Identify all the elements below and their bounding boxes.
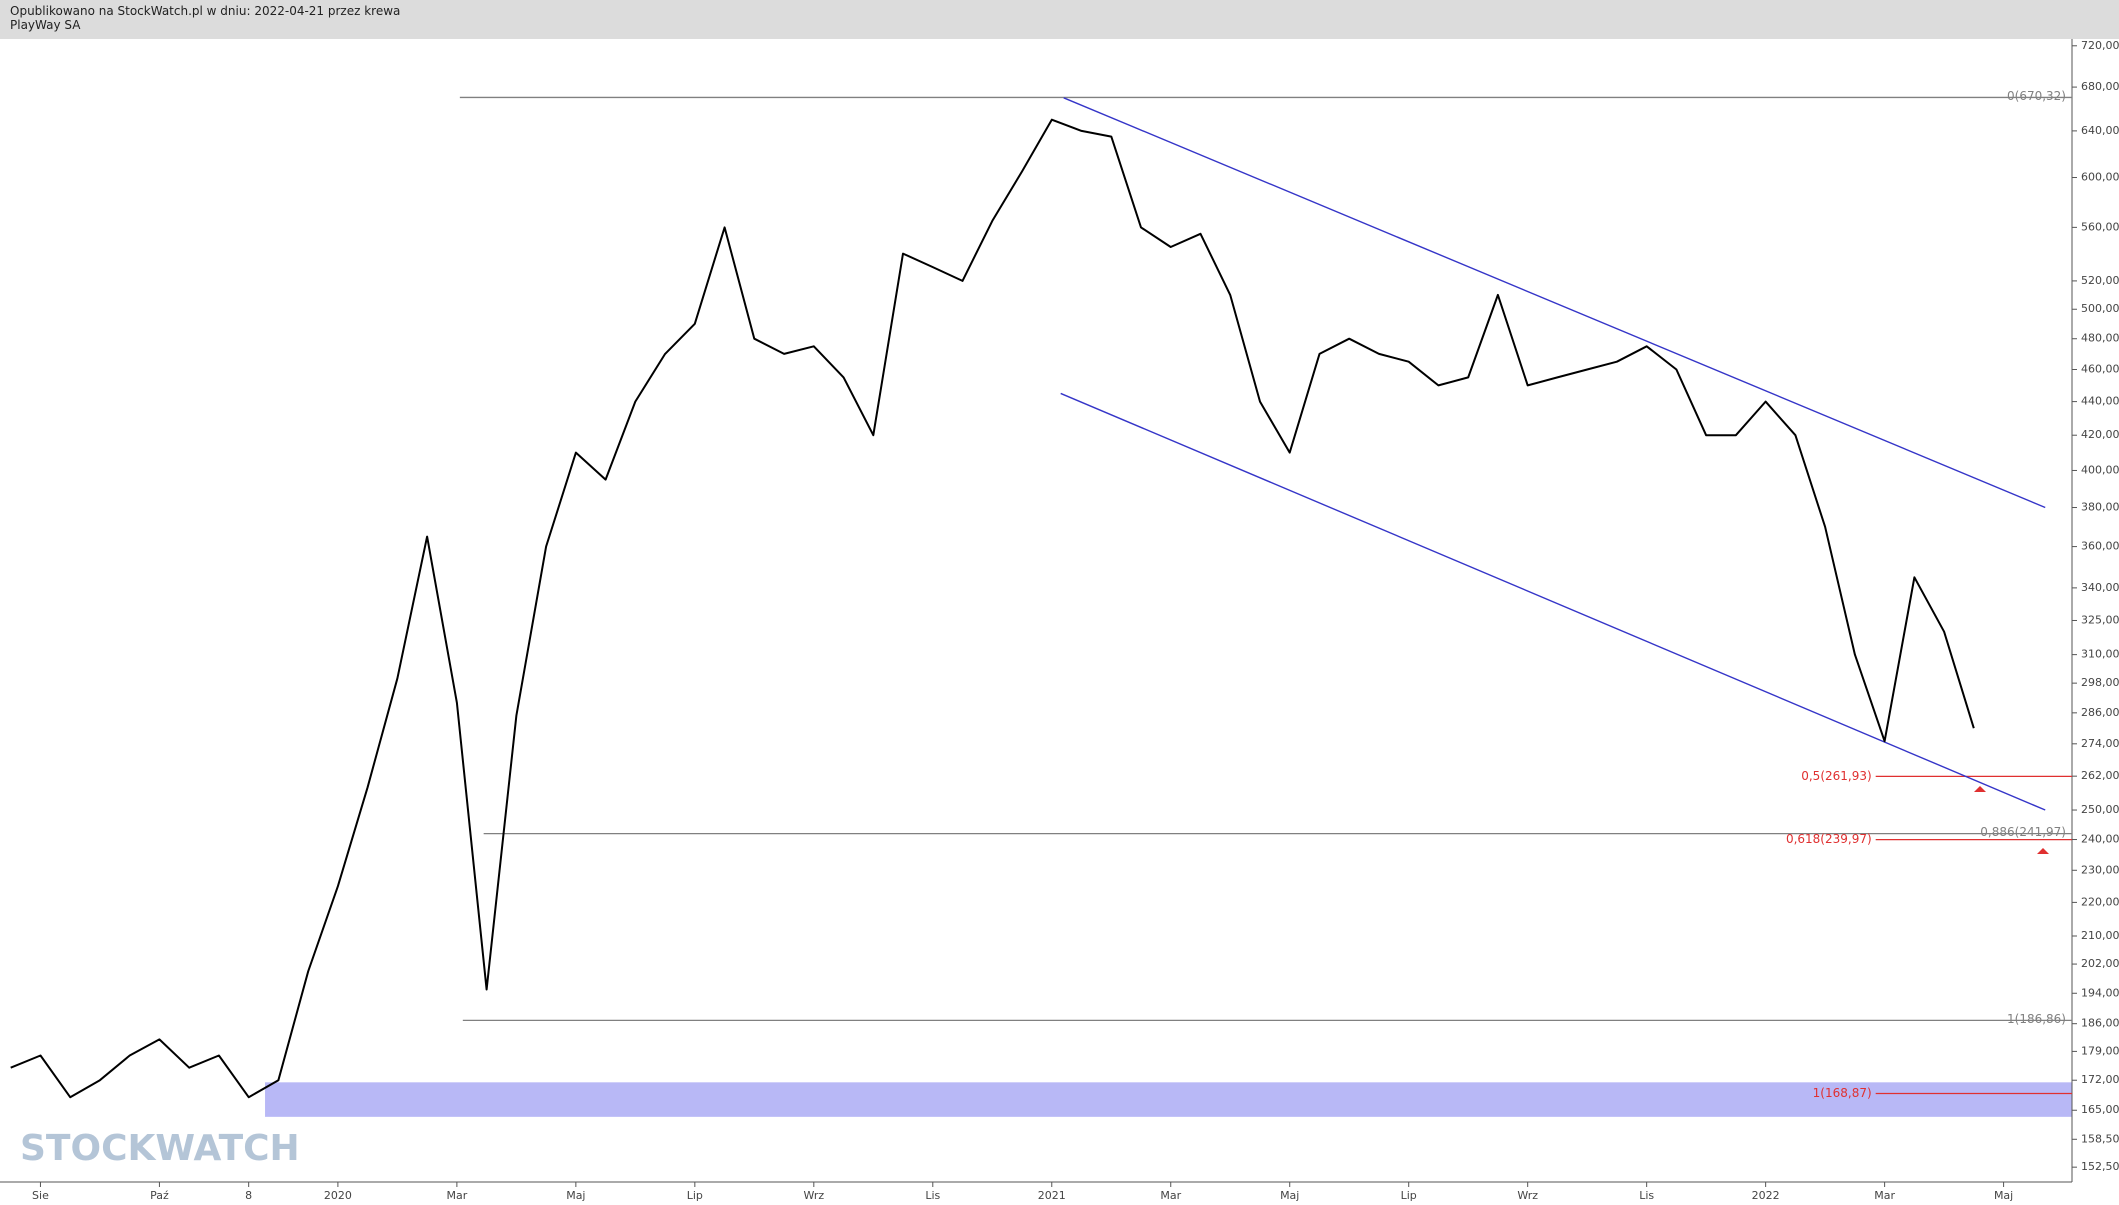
y-tick-label: 380,00 — [2081, 501, 2119, 514]
y-tick-label: 720,00 — [2081, 39, 2119, 52]
header: Opublikowano na StockWatch.pl w dniu: 20… — [0, 0, 2119, 39]
y-tick-label: 286,00 — [2081, 706, 2119, 719]
x-tick-label: Lis — [925, 1189, 940, 1202]
x-tick-label: Wrz — [1517, 1189, 1538, 1202]
y-tick-label: 210,00 — [2081, 929, 2119, 942]
x-tick-label: Mar — [446, 1189, 467, 1202]
y-tick-label: 262,00 — [2081, 769, 2119, 782]
y-tick-label: 230,00 — [2081, 863, 2119, 876]
watermark: STOCKWATCH — [20, 1128, 300, 1169]
y-tick-label: 250,00 — [2081, 803, 2119, 816]
x-tick-label: Lis — [1639, 1189, 1654, 1202]
y-tick-label: 152,50 — [2081, 1160, 2119, 1173]
y-tick-label: 600,00 — [2081, 171, 2119, 184]
price-line — [10, 118, 1975, 1099]
x-tick-label: Maj — [1280, 1189, 1299, 1202]
x-tick-label: Mar — [1874, 1189, 1895, 1202]
trend-line — [1063, 97, 2046, 509]
y-tick-label: 158,50 — [2081, 1132, 2119, 1145]
y-tick-label: 325,00 — [2081, 613, 2119, 626]
marker — [1974, 786, 1986, 792]
y-tick-label: 500,00 — [2081, 302, 2119, 315]
y-tick-label: 240,00 — [2081, 833, 2119, 846]
y-tick-label: 560,00 — [2081, 220, 2119, 233]
y-tick-label: 179,00 — [2081, 1044, 2119, 1057]
y-tick-label: 172,00 — [2081, 1073, 2119, 1086]
y-tick-label: 310,00 — [2081, 648, 2119, 661]
y-tick-label: 440,00 — [2081, 395, 2119, 408]
y-tick-label: 640,00 — [2081, 124, 2119, 137]
level-label: 0,5(261,93) — [1801, 769, 1871, 783]
y-tick-label: 480,00 — [2081, 332, 2119, 345]
marker — [2037, 848, 2049, 854]
x-tick-label: Mar — [1160, 1189, 1181, 1202]
x-tick-label: 8 — [245, 1189, 252, 1202]
x-tick-label: Sie — [32, 1189, 49, 1202]
y-tick-label: 274,00 — [2081, 737, 2119, 750]
x-tick-label: 2022 — [1752, 1189, 1780, 1202]
x-tick-label: Wrz — [803, 1189, 824, 1202]
level-label: 0,886(241,97) — [1980, 825, 2066, 839]
x-tick-label: 2021 — [1038, 1189, 1066, 1202]
y-tick-label: 186,00 — [2081, 1017, 2119, 1030]
level-label: 0(670,32) — [2007, 89, 2066, 103]
x-tick-label: Lip — [1401, 1189, 1417, 1202]
y-tick-label: 194,00 — [2081, 986, 2119, 999]
x-tick-label: Maj — [1994, 1189, 2013, 1202]
y-tick-label: 202,00 — [2081, 957, 2119, 970]
y-tick-label: 680,00 — [2081, 80, 2119, 93]
y-tick-label: 165,00 — [2081, 1103, 2119, 1116]
y-tick-label: 420,00 — [2081, 428, 2119, 441]
level-label: 1(168,87) — [1813, 1086, 1872, 1100]
y-tick-label: 520,00 — [2081, 274, 2119, 287]
trend-line — [1060, 392, 2046, 811]
x-tick-label: Lip — [687, 1189, 703, 1202]
y-tick-label: 400,00 — [2081, 463, 2119, 476]
header-line: PlayWay SA — [10, 18, 81, 32]
support-zone — [265, 1082, 2073, 1117]
header-line: Opublikowano na StockWatch.pl w dniu: 20… — [10, 4, 401, 18]
x-tick-label: Maj — [566, 1189, 585, 1202]
y-tick-label: 298,00 — [2081, 676, 2119, 689]
y-tick-label: 360,00 — [2081, 540, 2119, 553]
y-tick-label: 340,00 — [2081, 581, 2119, 594]
y-tick-label: 220,00 — [2081, 895, 2119, 908]
level-label: 0,618(239,97) — [1786, 832, 1872, 846]
y-tick-label: 460,00 — [2081, 362, 2119, 375]
x-tick-label: Paź — [150, 1189, 169, 1202]
x-tick-label: 2020 — [324, 1189, 352, 1202]
level-label: 1(186,86) — [2007, 1012, 2066, 1026]
